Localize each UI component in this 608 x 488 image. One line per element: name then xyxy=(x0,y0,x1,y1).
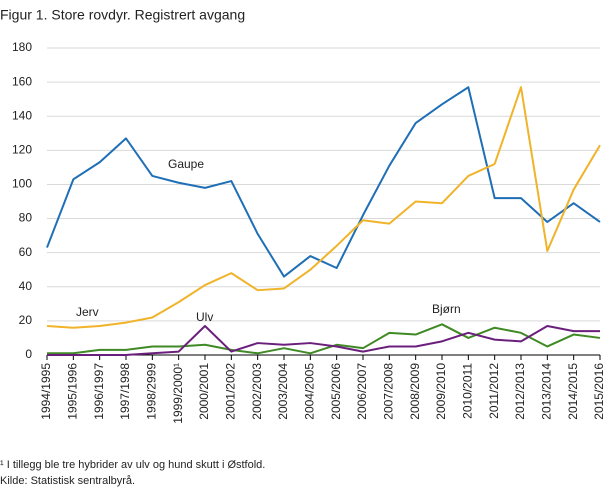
x-tick-label: 2010/2011 xyxy=(461,363,475,419)
x-tick-label: 2014/2015 xyxy=(566,363,580,420)
x-tick-label: 1996/1997 xyxy=(92,363,106,420)
x-tick-label: 1994/1995 xyxy=(39,363,53,420)
x-tick-label: 1997/1998 xyxy=(118,363,132,420)
y-tick-label: 180 xyxy=(12,40,32,54)
x-tick-label: 2003/2004 xyxy=(276,363,290,420)
x-tick-label: 1998/2999 xyxy=(145,363,159,420)
y-tick-label: 40 xyxy=(19,279,33,293)
series-label: Bjørn xyxy=(432,302,461,316)
series-line xyxy=(46,86,601,278)
x-tick-label: 2011/2012 xyxy=(487,363,501,419)
series-label: Gaupe xyxy=(168,157,204,171)
source: Kilde: Statistisk sentralbyrå. xyxy=(0,475,135,487)
y-tick-label: 140 xyxy=(12,108,32,122)
x-tick-label: 2002/2003 xyxy=(250,363,264,420)
series-line xyxy=(46,86,601,329)
x-tick-label: 2000/2001 xyxy=(197,363,211,420)
chart-title: Figur 1. Store rovdyr. Registrert avgang xyxy=(0,7,245,23)
x-tick-label: 2012/2013 xyxy=(513,363,527,420)
x-tick-label: 1995/1996 xyxy=(66,363,80,420)
series-line xyxy=(47,323,601,355)
y-tick-label: 100 xyxy=(12,177,32,191)
y-tick-label: 80 xyxy=(19,211,33,225)
x-tick-label: 1999/2000¹ xyxy=(171,363,185,424)
y-tick-label: 20 xyxy=(19,313,33,327)
x-tick-label: 2004/2005 xyxy=(303,363,317,420)
x-tick-label: 2005/2006 xyxy=(329,363,343,420)
y-tick-label: 60 xyxy=(19,245,33,259)
y-tick-label: 0 xyxy=(25,347,32,361)
x-tick-label: 2009/2010 xyxy=(434,363,448,420)
y-tick-label: 160 xyxy=(12,74,32,88)
series-label: Jerv xyxy=(76,305,99,319)
series-label: Ulv xyxy=(196,310,213,324)
x-tick-label: 2007/2008 xyxy=(382,363,396,420)
series-line xyxy=(47,325,600,356)
x-tick-label: 2015/2016 xyxy=(592,363,606,420)
x-tick-label: 2013/2014 xyxy=(540,363,554,420)
x-tick-label: 2001/2002 xyxy=(224,363,238,420)
y-tick-label: 120 xyxy=(12,143,32,157)
x-tick-label: 2008/2009 xyxy=(408,363,422,420)
x-tick-label: 2006/2007 xyxy=(355,363,369,420)
footnote: ¹ I tillegg ble tre hybrider av ulv og h… xyxy=(0,459,265,471)
